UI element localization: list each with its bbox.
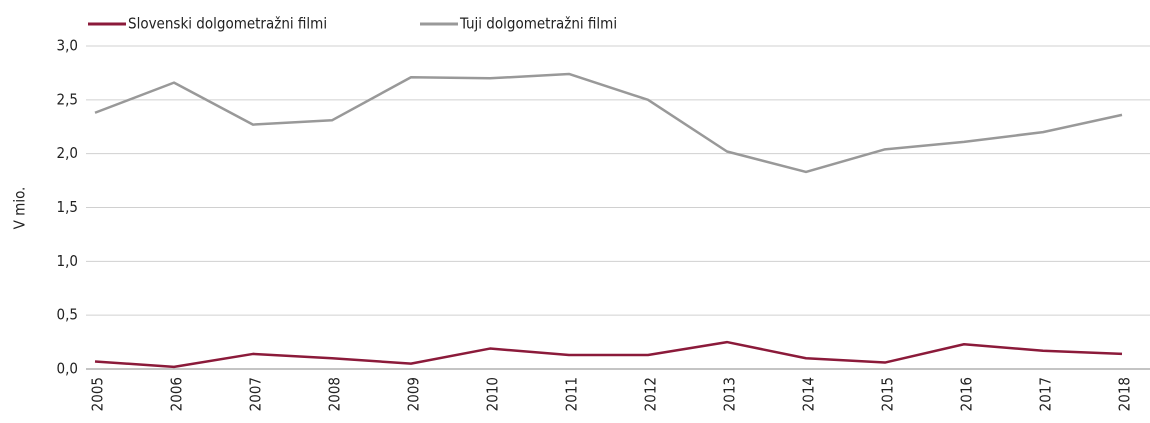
x-tick-label: 2006 [168,377,186,411]
x-tick-label: 2005 [89,377,107,411]
x-tick-label: 2007 [247,377,265,411]
x-tick-label: 2018 [1116,377,1134,411]
x-tick-label: 2012 [642,377,660,411]
y-tick-label: 3,0 [57,37,78,55]
x-tick-label: 2017 [1037,377,1055,411]
series-line [94,340,1123,369]
series-line [94,72,1123,174]
legend-label: Slovenski dolgometražni filmi [128,15,327,33]
legend-label: Tuji dolgometražni filmi [459,15,617,33]
x-tick-label: 2009 [405,377,423,411]
y-tick-label: 2,0 [57,144,78,162]
y-tick-label: 2,5 [57,90,78,108]
x-tick-label: 2011 [563,377,581,411]
x-tick-label: 2010 [484,377,502,411]
x-tick-label: 2008 [326,377,344,411]
y-tick-label: 1,5 [57,198,78,216]
y-tick-label: 1,0 [57,252,78,270]
y-tick-label: 0,0 [57,360,78,378]
x-tick-label: 2016 [958,377,976,411]
y-axis-label: V mio. [11,187,29,230]
x-tick-label: 2014 [800,377,818,411]
x-tick-label: 2013 [721,377,739,411]
y-tick-label: 0,5 [57,306,78,324]
x-tick-label: 2015 [879,377,897,411]
